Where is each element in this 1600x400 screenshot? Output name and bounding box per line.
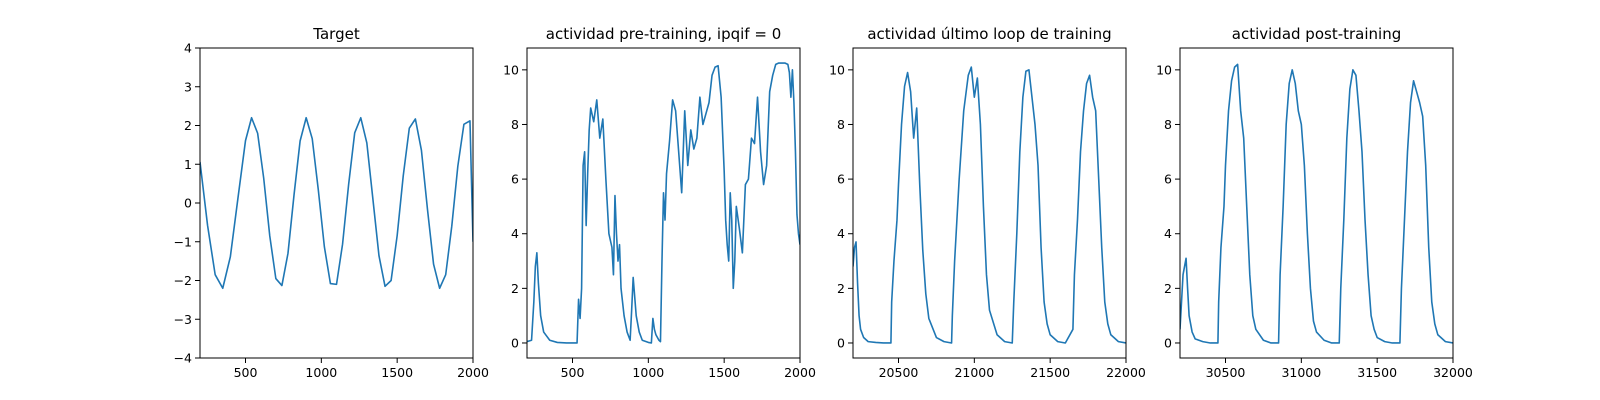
subplot-4: 30500 31000 31500 32000 0 2 4 6 8 10 actividad pos…	[1156, 25, 1473, 380]
series-line-2-1	[527, 62, 800, 344]
series-line-4-1	[1180, 63, 1453, 344]
x-tick-label: 1000	[305, 365, 337, 380]
y-tick-label: −1	[174, 234, 192, 249]
y-tick-label: 4	[1164, 226, 1172, 241]
chart-title: actividad último loop de training	[867, 25, 1111, 43]
y-tick-label: 6	[1164, 172, 1172, 187]
axes-frame	[1179, 47, 1454, 359]
y-tick-label: 0	[511, 335, 519, 350]
y-tick-label: 0	[837, 335, 845, 350]
y-tick-label: 2	[1164, 281, 1172, 296]
x-tick-label: 22000	[1106, 365, 1146, 380]
y-tick-label: 6	[837, 172, 845, 187]
y-tick-label: 10	[829, 62, 845, 77]
x-tick-label: 32000	[1433, 365, 1473, 380]
y-tick-label: −2	[174, 273, 192, 288]
series-line-3-1	[853, 66, 1126, 344]
x-tick-label: 30500	[1206, 365, 1246, 380]
y-tick-label: 4	[184, 41, 192, 56]
subplot-1: 500 1000 1500 2000 −4 −3 −2 −1 0 1 2 3 4 Target	[174, 25, 489, 380]
x-tick-label: 21500	[1030, 365, 1070, 380]
y-tick-label: 0	[1164, 335, 1172, 350]
x-tick-label: 21000	[954, 365, 994, 380]
x-tick-label: 500	[561, 365, 585, 380]
y-tick-label: 4	[837, 226, 845, 241]
x-tick-label: 31500	[1357, 365, 1397, 380]
x-tick-label: 20500	[879, 365, 919, 380]
y-tick-label: 6	[511, 172, 519, 187]
y-tick-label: −3	[174, 312, 192, 327]
y-tick-label: 8	[837, 117, 845, 132]
axes-frame	[852, 47, 1127, 359]
axes-frame	[526, 47, 801, 359]
chart-title: Target	[312, 25, 360, 43]
x-tick-label: 1500	[708, 365, 740, 380]
axes-frame	[199, 47, 474, 359]
y-tick-label: 8	[1164, 117, 1172, 132]
x-tick-label: 500	[234, 365, 258, 380]
y-tick-label: 8	[511, 117, 519, 132]
y-tick-label: 2	[511, 281, 519, 296]
y-tick-label: 2	[837, 281, 845, 296]
subplot-3: 20500 21000 21500 22000 0 2 4 6 8 10 actividad últ…	[829, 25, 1146, 380]
y-tick-label: −4	[174, 351, 192, 366]
y-tick-label: 2	[184, 118, 192, 133]
chart-title: actividad pre-training, ipqif = 0	[546, 25, 782, 43]
x-tick-label: 1000	[632, 365, 664, 380]
series-line-1-1	[200, 116, 473, 290]
y-tick-label: 10	[1156, 62, 1172, 77]
y-tick-label: 10	[503, 62, 519, 77]
x-tick-label: 1500	[381, 365, 413, 380]
subplot-2: 500 1000 1500 2000 0 2 4 6 8 10 actividad pre-trai…	[503, 25, 816, 380]
y-tick-label: 4	[511, 226, 519, 241]
x-tick-label: 31000	[1281, 365, 1321, 380]
y-tick-label: 1	[184, 157, 192, 172]
x-tick-label: 2000	[457, 365, 489, 380]
y-tick-label: 0	[184, 196, 192, 211]
chart-title: actividad post-training	[1232, 25, 1401, 43]
x-tick-label: 2000	[784, 365, 816, 380]
y-tick-label: 3	[184, 79, 192, 94]
